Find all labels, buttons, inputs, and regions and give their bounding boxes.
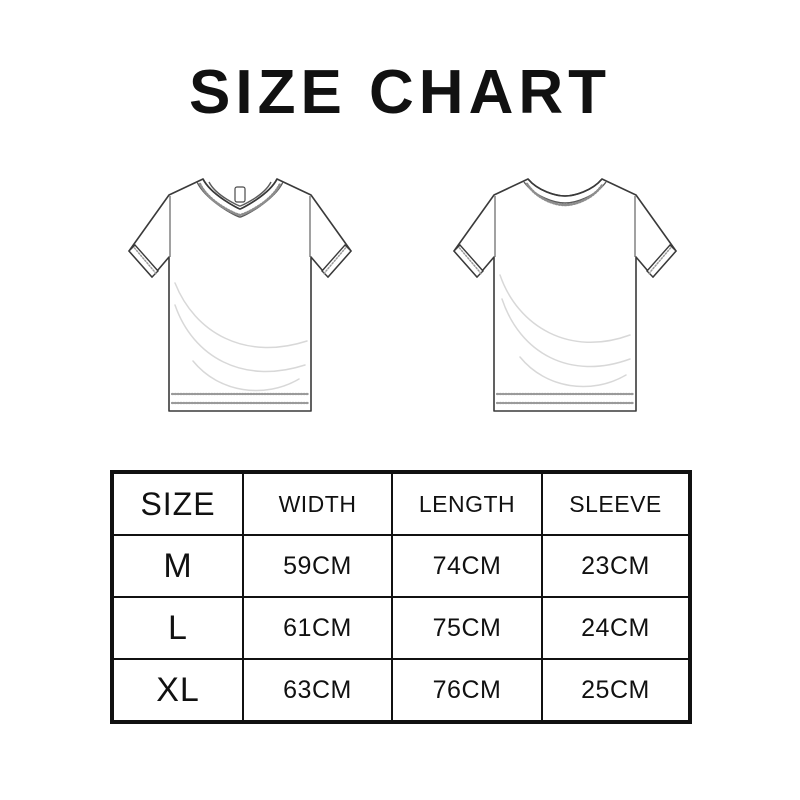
tshirt-front-fold-lines — [174, 282, 308, 392]
tshirt-front-collar-stitching — [198, 182, 282, 217]
tshirt-front-shoulder-seams — [169, 196, 311, 257]
tshirt-back-hem-stitching — [495, 392, 635, 405]
cell-size: XL — [111, 658, 244, 723]
tshirt-back-illustration — [440, 165, 690, 440]
header-size: SIZE — [111, 471, 244, 536]
tshirt-front-right-cuff-stitch — [322, 247, 347, 275]
table-row: M 59CM 74CM 23CM — [111, 534, 691, 598]
tshirt-front-hem-stitching — [170, 392, 310, 405]
tshirt-illustrations — [0, 165, 800, 440]
page-title: SIZE CHART — [189, 58, 611, 127]
cell-length: 76CM — [391, 658, 543, 723]
tshirt-back-fold-lines — [499, 274, 631, 388]
tshirt-front-illustration — [115, 165, 365, 440]
table-row: XL 63CM 76CM 25CM — [111, 658, 691, 723]
header-sleeve: SLEEVE — [541, 471, 691, 536]
size-table: SIZE WIDTH LENGTH SLEEVE M 59CM 74CM 23C… — [110, 470, 692, 724]
tshirt-back-left-cuff-stitch — [458, 247, 483, 275]
table-row: L 61CM 75CM 24CM — [111, 596, 691, 660]
cell-size: L — [111, 596, 244, 660]
cell-width: 63CM — [242, 658, 393, 723]
tshirt-front-neck-label — [234, 186, 246, 203]
cell-sleeve: 23CM — [541, 534, 691, 598]
tshirt-back-right-cuff-stitch — [647, 247, 672, 275]
cell-sleeve: 25CM — [541, 658, 691, 723]
tshirt-back-shoulder-seams — [494, 196, 636, 257]
tshirt-front-collar-band — [208, 181, 272, 207]
size-table-container: SIZE WIDTH LENGTH SLEEVE M 59CM 74CM 23C… — [110, 470, 692, 724]
tshirt-back-body-outline — [453, 178, 677, 412]
cell-length: 75CM — [391, 596, 543, 660]
cell-width: 61CM — [242, 596, 393, 660]
tshirt-back-collar-stitching — [525, 182, 605, 207]
tshirt-back-neckline-outer — [527, 178, 603, 197]
header-width: WIDTH — [242, 471, 393, 536]
cell-length: 74CM — [391, 534, 543, 598]
header-length: LENGTH — [391, 471, 543, 536]
cell-size: M — [111, 534, 244, 598]
tshirt-front-left-cuff-stitch — [133, 247, 158, 275]
table-header-row: SIZE WIDTH LENGTH SLEEVE — [111, 471, 691, 536]
cell-width: 59CM — [242, 534, 393, 598]
cell-sleeve: 24CM — [541, 596, 691, 660]
tshirt-front-neckline-outer — [202, 178, 278, 210]
